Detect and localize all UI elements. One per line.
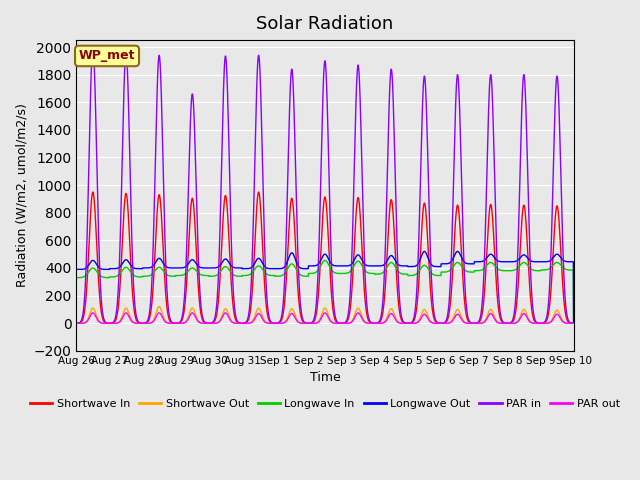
Shortwave In xyxy=(89,189,97,195)
Text: WP_met: WP_met xyxy=(79,49,135,62)
Shortwave Out xyxy=(540,320,547,326)
Longwave Out xyxy=(570,320,577,326)
Longwave Out xyxy=(72,266,80,272)
Shortwave In xyxy=(339,320,347,326)
Longwave Out xyxy=(211,265,219,271)
Longwave In xyxy=(570,320,577,326)
Longwave In xyxy=(350,263,358,269)
Longwave Out xyxy=(526,257,534,263)
PAR out xyxy=(211,320,219,326)
Longwave Out xyxy=(469,261,477,267)
Longwave Out xyxy=(350,258,358,264)
PAR in xyxy=(540,320,547,325)
Shortwave Out xyxy=(339,320,347,326)
PAR in xyxy=(339,320,347,326)
Line: Shortwave In: Shortwave In xyxy=(76,192,573,323)
Shortwave In xyxy=(469,320,477,326)
Line: PAR out: PAR out xyxy=(76,313,573,323)
Longwave In xyxy=(321,257,329,263)
PAR in xyxy=(570,320,577,326)
Legend: Shortwave In, Shortwave Out, Longwave In, Longwave Out, PAR in, PAR out: Shortwave In, Shortwave Out, Longwave In… xyxy=(26,395,625,414)
Shortwave Out xyxy=(211,320,219,326)
Longwave In xyxy=(469,269,477,275)
PAR out xyxy=(339,320,347,326)
Longwave In xyxy=(339,271,347,276)
Shortwave In xyxy=(570,320,577,326)
PAR in xyxy=(89,44,97,50)
Shortwave Out xyxy=(72,320,80,326)
Longwave In xyxy=(211,273,219,279)
PAR out xyxy=(540,320,547,326)
PAR in xyxy=(469,320,477,326)
Shortwave In xyxy=(526,286,534,292)
PAR in xyxy=(72,320,80,326)
Title: Solar Radiation: Solar Radiation xyxy=(256,15,394,33)
Longwave In xyxy=(72,275,80,280)
Line: Longwave Out: Longwave Out xyxy=(76,252,573,323)
PAR out xyxy=(469,320,477,326)
Shortwave In xyxy=(350,253,358,259)
Line: Shortwave Out: Shortwave Out xyxy=(76,307,573,323)
PAR in xyxy=(350,182,358,188)
PAR out xyxy=(350,316,358,322)
Shortwave In xyxy=(72,320,80,326)
Longwave In xyxy=(540,267,547,273)
Shortwave In xyxy=(211,317,219,323)
PAR in xyxy=(211,313,219,319)
Line: Longwave In: Longwave In xyxy=(76,260,573,323)
PAR out xyxy=(526,319,534,324)
Shortwave Out xyxy=(570,320,577,326)
Longwave Out xyxy=(454,249,461,254)
Shortwave In xyxy=(540,320,547,326)
X-axis label: Time: Time xyxy=(310,371,340,384)
Longwave Out xyxy=(540,259,547,264)
Shortwave Out xyxy=(156,304,163,310)
Longwave In xyxy=(526,265,534,271)
Longwave Out xyxy=(339,263,347,269)
PAR out xyxy=(72,320,80,326)
PAR in xyxy=(526,248,534,253)
Line: PAR in: PAR in xyxy=(76,47,573,323)
Y-axis label: Radiation (W/m2, umol/m2/s): Radiation (W/m2, umol/m2/s) xyxy=(15,104,28,288)
PAR out xyxy=(89,310,97,316)
Shortwave Out xyxy=(526,318,534,324)
Shortwave Out xyxy=(469,320,477,326)
Shortwave Out xyxy=(350,314,358,320)
PAR out xyxy=(570,320,577,326)
